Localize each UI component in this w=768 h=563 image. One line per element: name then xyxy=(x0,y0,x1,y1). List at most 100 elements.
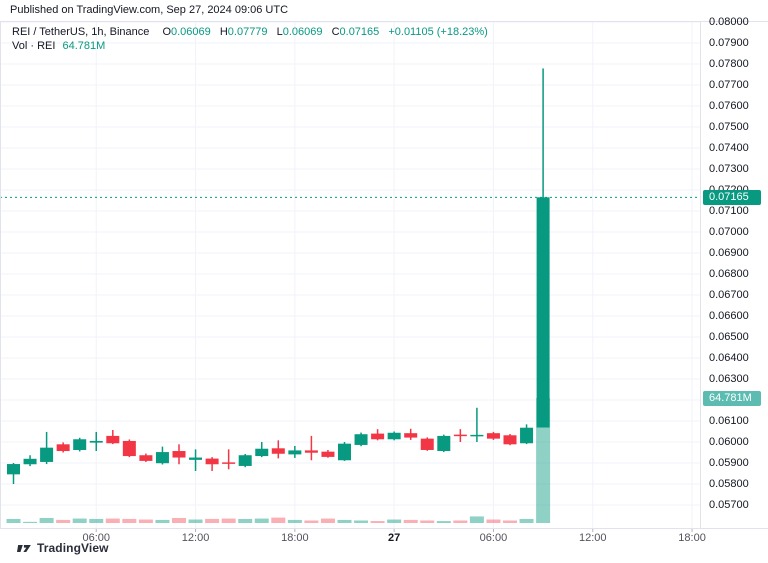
candle-body xyxy=(56,444,70,452)
candle-body xyxy=(288,450,302,455)
candle-body xyxy=(205,458,219,465)
price-tick-label: 0.06800 xyxy=(709,268,749,280)
published-text: Published on TradingView.com, Sep 27, 20… xyxy=(10,4,289,16)
volume-bar xyxy=(238,518,253,523)
price-tick-label: 0.06300 xyxy=(709,373,749,385)
tradingview-logo-icon[interactable] xyxy=(17,543,32,554)
volume-label: Vol · REI xyxy=(12,40,56,52)
volume-bar xyxy=(320,518,335,523)
candle-body xyxy=(404,433,418,438)
price-tick-label: 0.06900 xyxy=(709,247,749,259)
price-tick-label: 0.06600 xyxy=(709,310,749,322)
volume-bar xyxy=(469,516,484,523)
candle-body xyxy=(89,440,103,443)
low-value: 0.06069 xyxy=(282,26,323,38)
legend-ohlc-row: REI / TetherUS, 1h, Binance O0.06069 H0.… xyxy=(12,25,488,39)
candle-body xyxy=(304,450,318,453)
volume-value: 64.781M xyxy=(62,40,106,52)
time-tick-label: 06:00 xyxy=(479,532,508,544)
candle-body xyxy=(486,433,500,439)
time-tick-label: 12:00 xyxy=(578,532,607,544)
volume-axis-label: 64.781M xyxy=(703,390,761,406)
candle-body xyxy=(536,197,550,428)
volume-bar xyxy=(420,520,435,523)
volume-bar xyxy=(304,520,319,523)
price-tick-label: 0.06000 xyxy=(709,436,749,448)
candle-body xyxy=(40,447,54,462)
volume-bar xyxy=(287,519,302,523)
time-axis[interactable]: 06:00 12:00 18:00 27 06:00 12:00 18:00 xyxy=(0,529,768,549)
price-tick-label: 0.07600 xyxy=(709,100,749,112)
volume-bar xyxy=(254,518,269,523)
volume-bars xyxy=(6,398,551,523)
price-tick-label: 0.06100 xyxy=(709,415,749,427)
candle-body xyxy=(387,432,401,440)
candle-body xyxy=(23,458,37,465)
volume-bar xyxy=(486,519,501,523)
candle-body xyxy=(271,448,285,454)
candle-wick xyxy=(310,435,313,461)
candle-body xyxy=(7,464,20,475)
volume-bar xyxy=(221,518,236,523)
volume-bar xyxy=(436,521,451,523)
candle-body xyxy=(122,440,136,457)
last-price-label: 0.07165 xyxy=(703,189,761,205)
time-tick-label: 18:00 xyxy=(678,532,706,544)
open-value: 0.06069 xyxy=(171,26,211,38)
price-tick-label: 0.07000 xyxy=(709,226,749,238)
brand-text[interactable]: TradingView xyxy=(37,541,109,555)
price-tick-label: 0.07400 xyxy=(709,142,749,154)
candle-wick xyxy=(227,449,230,470)
high-value: 0.07779 xyxy=(227,26,268,38)
chart-legend: REI / TetherUS, 1h, Binance O0.06069 H0.… xyxy=(12,25,488,53)
footer: TradingView xyxy=(17,541,109,555)
volume-bar xyxy=(354,520,369,523)
candle-body xyxy=(453,434,467,437)
candle-body xyxy=(172,451,186,458)
volume-bar xyxy=(503,520,517,523)
candle-body xyxy=(222,462,236,464)
price-tick-label: 0.07900 xyxy=(709,37,749,49)
volume-bar xyxy=(138,519,153,523)
volume-bar xyxy=(536,398,551,523)
volume-bar xyxy=(205,518,220,523)
volume-bar xyxy=(23,521,38,523)
candle-body xyxy=(155,452,169,464)
price-tick-label: 0.07500 xyxy=(709,121,749,133)
price-tick-label: 0.06500 xyxy=(709,331,749,343)
time-tick-label: 06:00 xyxy=(82,532,111,544)
price-tick-label: 0.07300 xyxy=(709,163,749,175)
time-tick-label: 18:00 xyxy=(281,532,309,544)
volume-bar xyxy=(122,518,137,523)
volume-bar xyxy=(453,520,468,523)
candle-body xyxy=(238,455,252,466)
price-tick-label: 0.05900 xyxy=(709,457,749,469)
volume-bar xyxy=(387,519,402,523)
candle-body xyxy=(189,457,203,460)
price-axis[interactable]: 0.08000 0.07900 0.07800 0.07700 0.07600 0.075… xyxy=(701,16,768,528)
candle-body xyxy=(503,435,517,445)
symbol-title: REI / TetherUS, 1h, Binance xyxy=(12,26,150,38)
volume-bar xyxy=(403,519,418,523)
price-tick-label: 0.06400 xyxy=(709,352,749,364)
published-line: Published on TradingView.com, Sep 27, 20… xyxy=(0,0,768,22)
volume-bar xyxy=(105,518,120,523)
candle-body xyxy=(371,433,385,440)
high-key: H xyxy=(219,26,228,38)
volume-bar xyxy=(370,521,385,523)
low-key: L xyxy=(276,26,283,38)
pane-border-right xyxy=(700,22,701,528)
price-tick-label: 0.05800 xyxy=(709,478,749,490)
volume-bar xyxy=(337,519,352,523)
volume-bar xyxy=(519,518,534,523)
price-tick-label: 0.07100 xyxy=(709,205,749,217)
open-key: O xyxy=(162,26,171,38)
price-tick-label: 0.05700 xyxy=(709,499,749,511)
volume-bar xyxy=(271,517,286,523)
volume-bar xyxy=(188,519,203,523)
candle-body xyxy=(139,455,153,461)
candle-body xyxy=(520,427,534,444)
price-tick-label: 0.06700 xyxy=(709,289,749,301)
